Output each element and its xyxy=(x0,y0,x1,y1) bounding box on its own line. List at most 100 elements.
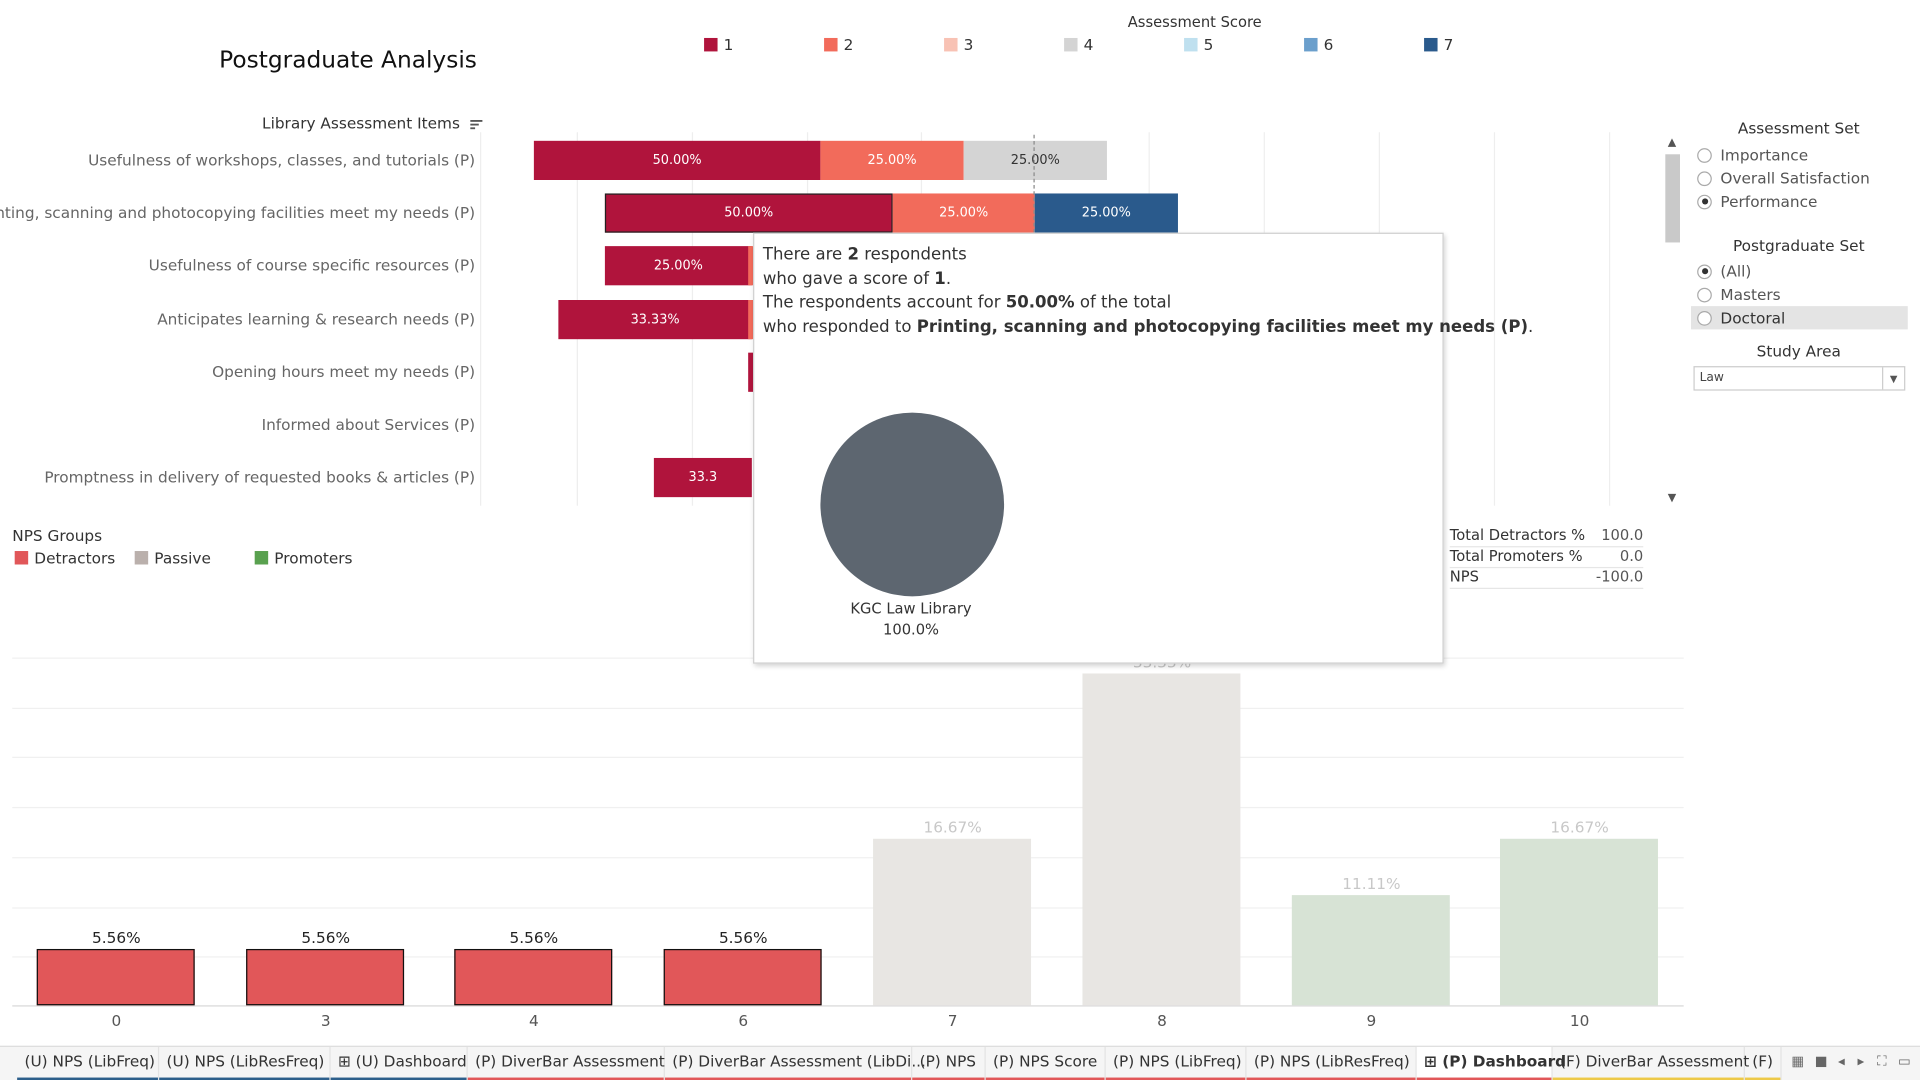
sheet-tab-label: (F) DiverBar Assessment xyxy=(1560,1051,1750,1071)
assessment-legend-item[interactable]: 1 xyxy=(704,36,733,54)
legend-swatch xyxy=(1064,37,1078,52)
x-tick-label: 8 xyxy=(1157,1011,1167,1030)
tab-color-stripe xyxy=(159,1077,330,1080)
tab-color-stripe xyxy=(1416,1077,1552,1080)
filmstrip-icon[interactable]: ■ xyxy=(1814,1053,1828,1069)
sheet-tab[interactable]: (U) NPS (LibResFreq) xyxy=(159,1046,331,1080)
grid-line xyxy=(12,907,1684,909)
legend-label: Detractors xyxy=(34,548,116,567)
nps-legend-item[interactable]: Promoters xyxy=(254,549,353,567)
postgraduate-set-radio-group: (All) Masters Doctoral xyxy=(1697,260,1785,330)
tab-color-stripe xyxy=(664,1077,912,1080)
tab-color-stripe xyxy=(330,1077,467,1080)
nps-bar[interactable] xyxy=(663,948,822,1006)
radio-option-masters[interactable]: Masters xyxy=(1697,283,1785,306)
assessment-bar-segment[interactable] xyxy=(748,246,754,286)
sheet-tab-bar: (U) NPS (LibFreq) (U) NPS (LibResFreq) ⊞ (… xyxy=(0,1045,1920,1080)
assessment-bar-segment[interactable]: 25.00% xyxy=(892,193,1035,233)
radio-option-importance[interactable]: Importance xyxy=(1697,143,1870,166)
radio-option-performance[interactable]: Performance xyxy=(1697,190,1870,213)
assessment-bar-segment[interactable]: 25.00% xyxy=(820,140,964,181)
sheet-tab-label: ⊞ (P) Dashboard xyxy=(1424,1051,1567,1071)
present-icon[interactable]: ▭ xyxy=(1897,1053,1911,1069)
sheet-tab[interactable]: (P) DiverBar Assessment (LibDi... xyxy=(664,1046,926,1080)
assessment-bar-segment[interactable] xyxy=(748,300,754,340)
nps-bar[interactable] xyxy=(873,839,1032,1006)
radio-button[interactable] xyxy=(1697,287,1712,302)
assessment-legend-item[interactable]: 3 xyxy=(944,36,973,54)
sheet-tab-label: (P) NPS (LibFreq) xyxy=(1113,1051,1242,1071)
sheet-tab[interactable]: (P) NPS xyxy=(912,1046,986,1080)
radio-button[interactable] xyxy=(1697,263,1712,279)
assessment-bar-segment[interactable]: 25.00% xyxy=(963,140,1107,181)
assessment-legend-item[interactable]: 5 xyxy=(1184,36,1213,54)
sheet-tab[interactable]: (P) DiverBar Assessment xyxy=(467,1046,665,1080)
scroll-up-icon[interactable]: ▲ xyxy=(1667,137,1677,150)
assessment-set-title: Assessment Set xyxy=(1737,118,1860,138)
sheet-tab-label: (P) NPS xyxy=(919,1051,977,1071)
sheet-tab[interactable]: (F) DiverBar Assessment xyxy=(1552,1046,1749,1080)
assessment-item-label: Informed about Services (P) xyxy=(261,415,476,434)
legend-swatch xyxy=(134,551,149,565)
grid-line xyxy=(1608,132,1611,506)
sheet-tab[interactable]: (P) NPS Score xyxy=(985,1046,1106,1080)
radio-option-all[interactable]: (All) xyxy=(1697,260,1785,283)
scroll-thumb[interactable] xyxy=(1665,154,1681,243)
sheet-tab[interactable]: ⊞ (P) Dashboard xyxy=(1416,1046,1566,1080)
sheet-tab[interactable]: (U) NPS (LibFreq) xyxy=(17,1046,160,1080)
fullscreen-icon[interactable]: ⛶ xyxy=(1877,1053,1887,1069)
nps-bar[interactable] xyxy=(454,948,613,1006)
assessment-item-label: Usefulness of workshops, classes, and tu… xyxy=(88,150,476,169)
nps-bar[interactable] xyxy=(246,948,405,1006)
assessment-legend-item[interactable]: 2 xyxy=(824,36,853,54)
radio-option-overall-satisfaction[interactable]: Overall Satisfaction xyxy=(1697,167,1870,190)
scroll-down-icon[interactable]: ▼ xyxy=(1667,492,1677,505)
legend-label: 4 xyxy=(1083,35,1094,54)
assessment-legend-item[interactable]: 4 xyxy=(1064,36,1093,54)
assessment-bar-segment[interactable]: 50.00% xyxy=(533,140,821,181)
items-header[interactable]: Library Assessment Items xyxy=(262,114,482,132)
radio-button[interactable] xyxy=(1697,147,1712,163)
x-tick-label: 6 xyxy=(738,1011,749,1030)
grid-view-icon[interactable]: ▦ xyxy=(1791,1053,1805,1069)
sort-icon[interactable] xyxy=(469,119,482,129)
pie-label: KGC Law Library xyxy=(850,600,972,618)
assessment-legend-item[interactable]: 6 xyxy=(1304,36,1333,54)
sheet-tab[interactable]: (P) NPS (LibResFreq) xyxy=(1246,1046,1417,1080)
radio-button[interactable] xyxy=(1697,310,1712,326)
nps-bar[interactable] xyxy=(1082,673,1241,1006)
radio-option-doctoral[interactable]: Doctoral xyxy=(1697,306,1785,329)
chevron-down-icon[interactable]: ▼ xyxy=(1882,367,1904,390)
legend-label: 1 xyxy=(723,35,734,54)
prev-sheet-icon[interactable]: ◂ xyxy=(1837,1053,1845,1069)
nps-stat-row: Total Detractors % 100.0 xyxy=(1449,527,1644,548)
x-tick-label: 10 xyxy=(1569,1011,1590,1030)
assessment-bar-segment[interactable] xyxy=(748,352,754,392)
legend-swatch xyxy=(254,551,269,565)
sheet-tab[interactable]: ⊞ (U) Dashboard xyxy=(330,1046,468,1080)
nps-bar[interactable] xyxy=(36,948,195,1006)
sheet-tab[interactable]: (P) NPS (LibFreq) xyxy=(1105,1046,1247,1080)
radio-button[interactable] xyxy=(1697,194,1712,209)
nps-legend-item[interactable]: Detractors xyxy=(14,548,116,567)
tab-color-stripe xyxy=(1552,1077,1744,1080)
assessment-bar-segment[interactable]: 25.00% xyxy=(604,246,752,286)
x-tick-label: 4 xyxy=(528,1011,539,1030)
assessment-scrollbar[interactable]: ▲ ▼ xyxy=(1663,135,1683,505)
assessment-bar-segment[interactable]: 33.33% xyxy=(558,300,752,340)
sheet-tab[interactable]: (F) xyxy=(1744,1046,1782,1080)
study-area-select[interactable]: Law ▼ xyxy=(1693,366,1906,391)
nps-legend-item[interactable]: Passive xyxy=(134,549,211,567)
pie-value: 100.0% xyxy=(882,620,940,638)
nps-bar[interactable] xyxy=(1500,839,1658,1006)
assessment-bar-segment[interactable]: 50.00% xyxy=(604,193,893,233)
assessment-legend-item[interactable]: 7 xyxy=(1424,36,1453,54)
x-axis-line xyxy=(12,1005,1684,1007)
assessment-bar-segment[interactable]: 33.3 xyxy=(653,457,752,498)
radio-button[interactable] xyxy=(1697,170,1712,186)
nps-bar[interactable] xyxy=(1291,894,1450,1006)
assessment-bar-segment[interactable]: 25.00% xyxy=(1034,193,1178,233)
postgraduate-set-title: Postgraduate Set xyxy=(1732,236,1865,255)
study-area-value: Law xyxy=(1699,371,1724,385)
next-sheet-icon[interactable]: ▸ xyxy=(1857,1053,1865,1069)
